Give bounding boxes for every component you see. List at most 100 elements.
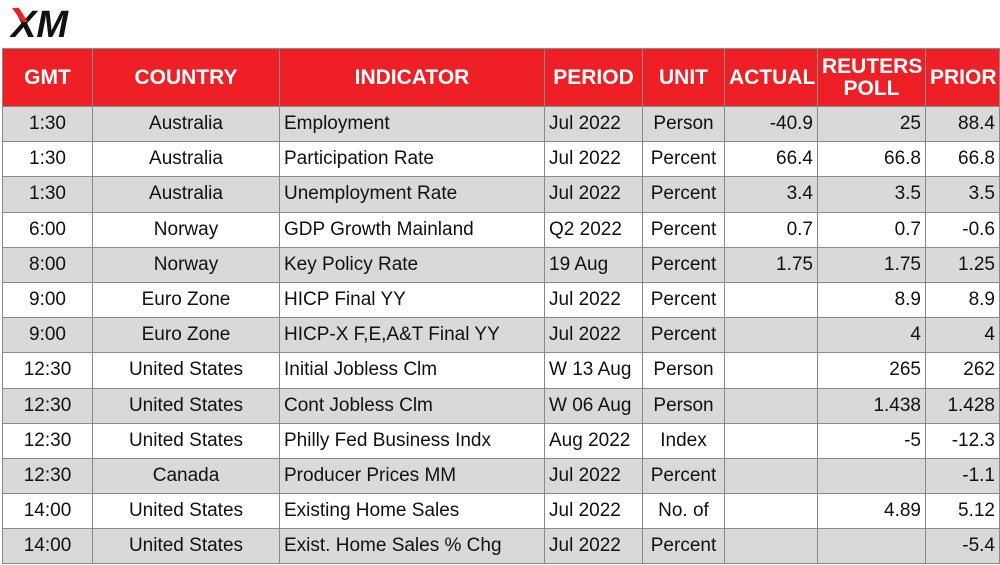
cell-actual [724,352,818,389]
cell-prior: -12.3 [925,422,1000,459]
cell-prior: -1.1 [925,457,1000,495]
header-reuters-line1: REUTERS [822,54,923,78]
cell-unit: Person [642,105,725,143]
cell-period: Jul 2022 [544,141,643,178]
cell-period: Q2 2022 [544,211,643,248]
table-row: 12:30 United States Cont Jobless Clm W 06 A… [2,387,1000,424]
cell-actual [724,387,818,424]
cell-country: Canada [92,457,280,495]
header-reuters-poll: REUTERS POLL [817,48,926,107]
cell-indicator: Unemployment Rate [279,176,545,213]
cell-country: Norway [92,246,280,283]
cell-period: W 06 Aug [544,387,643,424]
cell-unit: Percent [642,528,725,565]
table-row: 1:30 Australia Employment Jul 2022 Person -40… [2,105,1000,143]
cell-actual [724,528,818,565]
cell-country: United States [92,493,280,530]
table-row: 8:00 Norway Key Policy Rate 19 Aug Percent 1.… [2,246,1000,283]
table-row: 1:30 Australia Participation Rate Jul 2022 P… [2,141,1000,178]
cell-period: Jul 2022 [544,281,643,319]
table-row: 12:30 United States Initial Jobless Clm W 1… [2,352,1000,389]
cell-indicator: HICP-X F,E,A&T Final YY [279,317,545,354]
cell-gmt: 1:30 [2,105,93,143]
cell-unit: Percent [642,317,725,354]
cell-actual: 1.75 [724,246,818,283]
cell-country: Australia [92,176,280,213]
cell-country: Australia [92,105,280,143]
cell-gmt: 9:00 [2,317,93,354]
cell-actual: 0.7 [724,211,818,248]
cell-actual: 3.4 [724,176,818,213]
cell-gmt: 8:00 [2,246,93,283]
cell-period: 19 Aug [544,246,643,283]
table-row: 9:00 Euro Zone HICP Final YY Jul 2022 Percen… [2,281,1000,319]
cell-prior: -5.4 [925,528,1000,565]
cell-period: Jul 2022 [544,493,643,530]
header-country: COUNTRY [92,48,280,107]
cell-prior: 262 [925,352,1000,389]
table-row: 9:00 Euro Zone HICP-X F,E,A&T Final YY Jul … [2,317,1000,354]
cell-country: Euro Zone [92,281,280,319]
cell-gmt: 12:30 [2,352,93,389]
cell-country: United States [92,528,280,565]
cell-unit: Percent [642,211,725,248]
table-row: 12:30 Canada Producer Prices MM Jul 2022 Per… [2,457,1000,495]
cell-country: United States [92,387,280,424]
cell-gmt: 6:00 [2,211,93,248]
cell-unit: No. of [642,493,725,530]
cell-indicator: Cont Jobless Clm [279,387,545,424]
cell-reuters-poll: 8.9 [817,281,926,319]
cell-reuters-poll: 4 [817,317,926,354]
cell-unit: Percent [642,281,725,319]
cell-indicator: Existing Home Sales [279,493,545,530]
cell-period: Jul 2022 [544,457,643,495]
cell-period: Jul 2022 [544,317,643,354]
cell-gmt: 14:00 [2,493,93,530]
cell-unit: Percent [642,246,725,283]
cell-period: Aug 2022 [544,422,643,459]
cell-reuters-poll: 25 [817,105,926,143]
table-row: 12:30 United States Philly Fed Business In… [2,422,1000,459]
cell-actual [724,281,818,319]
cell-unit: Person [642,387,725,424]
cell-actual: -40.9 [724,105,818,143]
header-actual: ACTUAL [724,48,818,107]
cell-prior: 4 [925,317,1000,354]
table-row: 14:00 United States Exist. Home Sales % Ch… [2,528,1000,565]
table-row: 14:00 United States Existing Home Sales Jul… [2,493,1000,530]
cell-gmt: 12:30 [2,422,93,459]
header-gmt: GMT [2,48,93,107]
cell-reuters-poll: -5 [817,422,926,459]
header-row: GMT COUNTRY INDICATOR PERIOD UNIT ACTUAL… [2,48,1000,107]
cell-indicator: Participation Rate [279,141,545,178]
cell-indicator: GDP Growth Mainland [279,211,545,248]
cell-unit: Index [642,422,725,459]
economic-calendar-table: GMT COUNTRY INDICATOR PERIOD UNIT ACTUAL… [2,48,1000,565]
cell-reuters-poll: 1.75 [817,246,926,283]
cell-reuters-poll: 0.7 [817,211,926,248]
cell-prior: 5.12 [925,493,1000,530]
cell-period: Jul 2022 [544,176,643,213]
table-row: 6:00 Norway GDP Growth Mainland Q2 2022 Perc… [2,211,1000,248]
cell-unit: Percent [642,141,725,178]
cell-unit: Person [642,352,725,389]
cell-unit: Percent [642,457,725,495]
cell-prior: 88.4 [925,105,1000,143]
cell-reuters-poll [817,457,926,495]
header-indicator: INDICATOR [279,48,545,107]
cell-indicator: Initial Jobless Clm [279,352,545,389]
xm-logo: XM [10,4,69,44]
cell-gmt: 12:30 [2,387,93,424]
cell-prior: 1.25 [925,246,1000,283]
cell-country: United States [92,422,280,459]
cell-indicator: Producer Prices MM [279,457,545,495]
cell-prior: 3.5 [925,176,1000,213]
cell-prior: 1.428 [925,387,1000,424]
cell-indicator: Philly Fed Business Indx [279,422,545,459]
cell-prior: 66.8 [925,141,1000,178]
cell-unit: Percent [642,176,725,213]
cell-gmt: 1:30 [2,141,93,178]
cell-period: Jul 2022 [544,528,643,565]
cell-reuters-poll: 66.8 [817,141,926,178]
cell-indicator: Key Policy Rate [279,246,545,283]
